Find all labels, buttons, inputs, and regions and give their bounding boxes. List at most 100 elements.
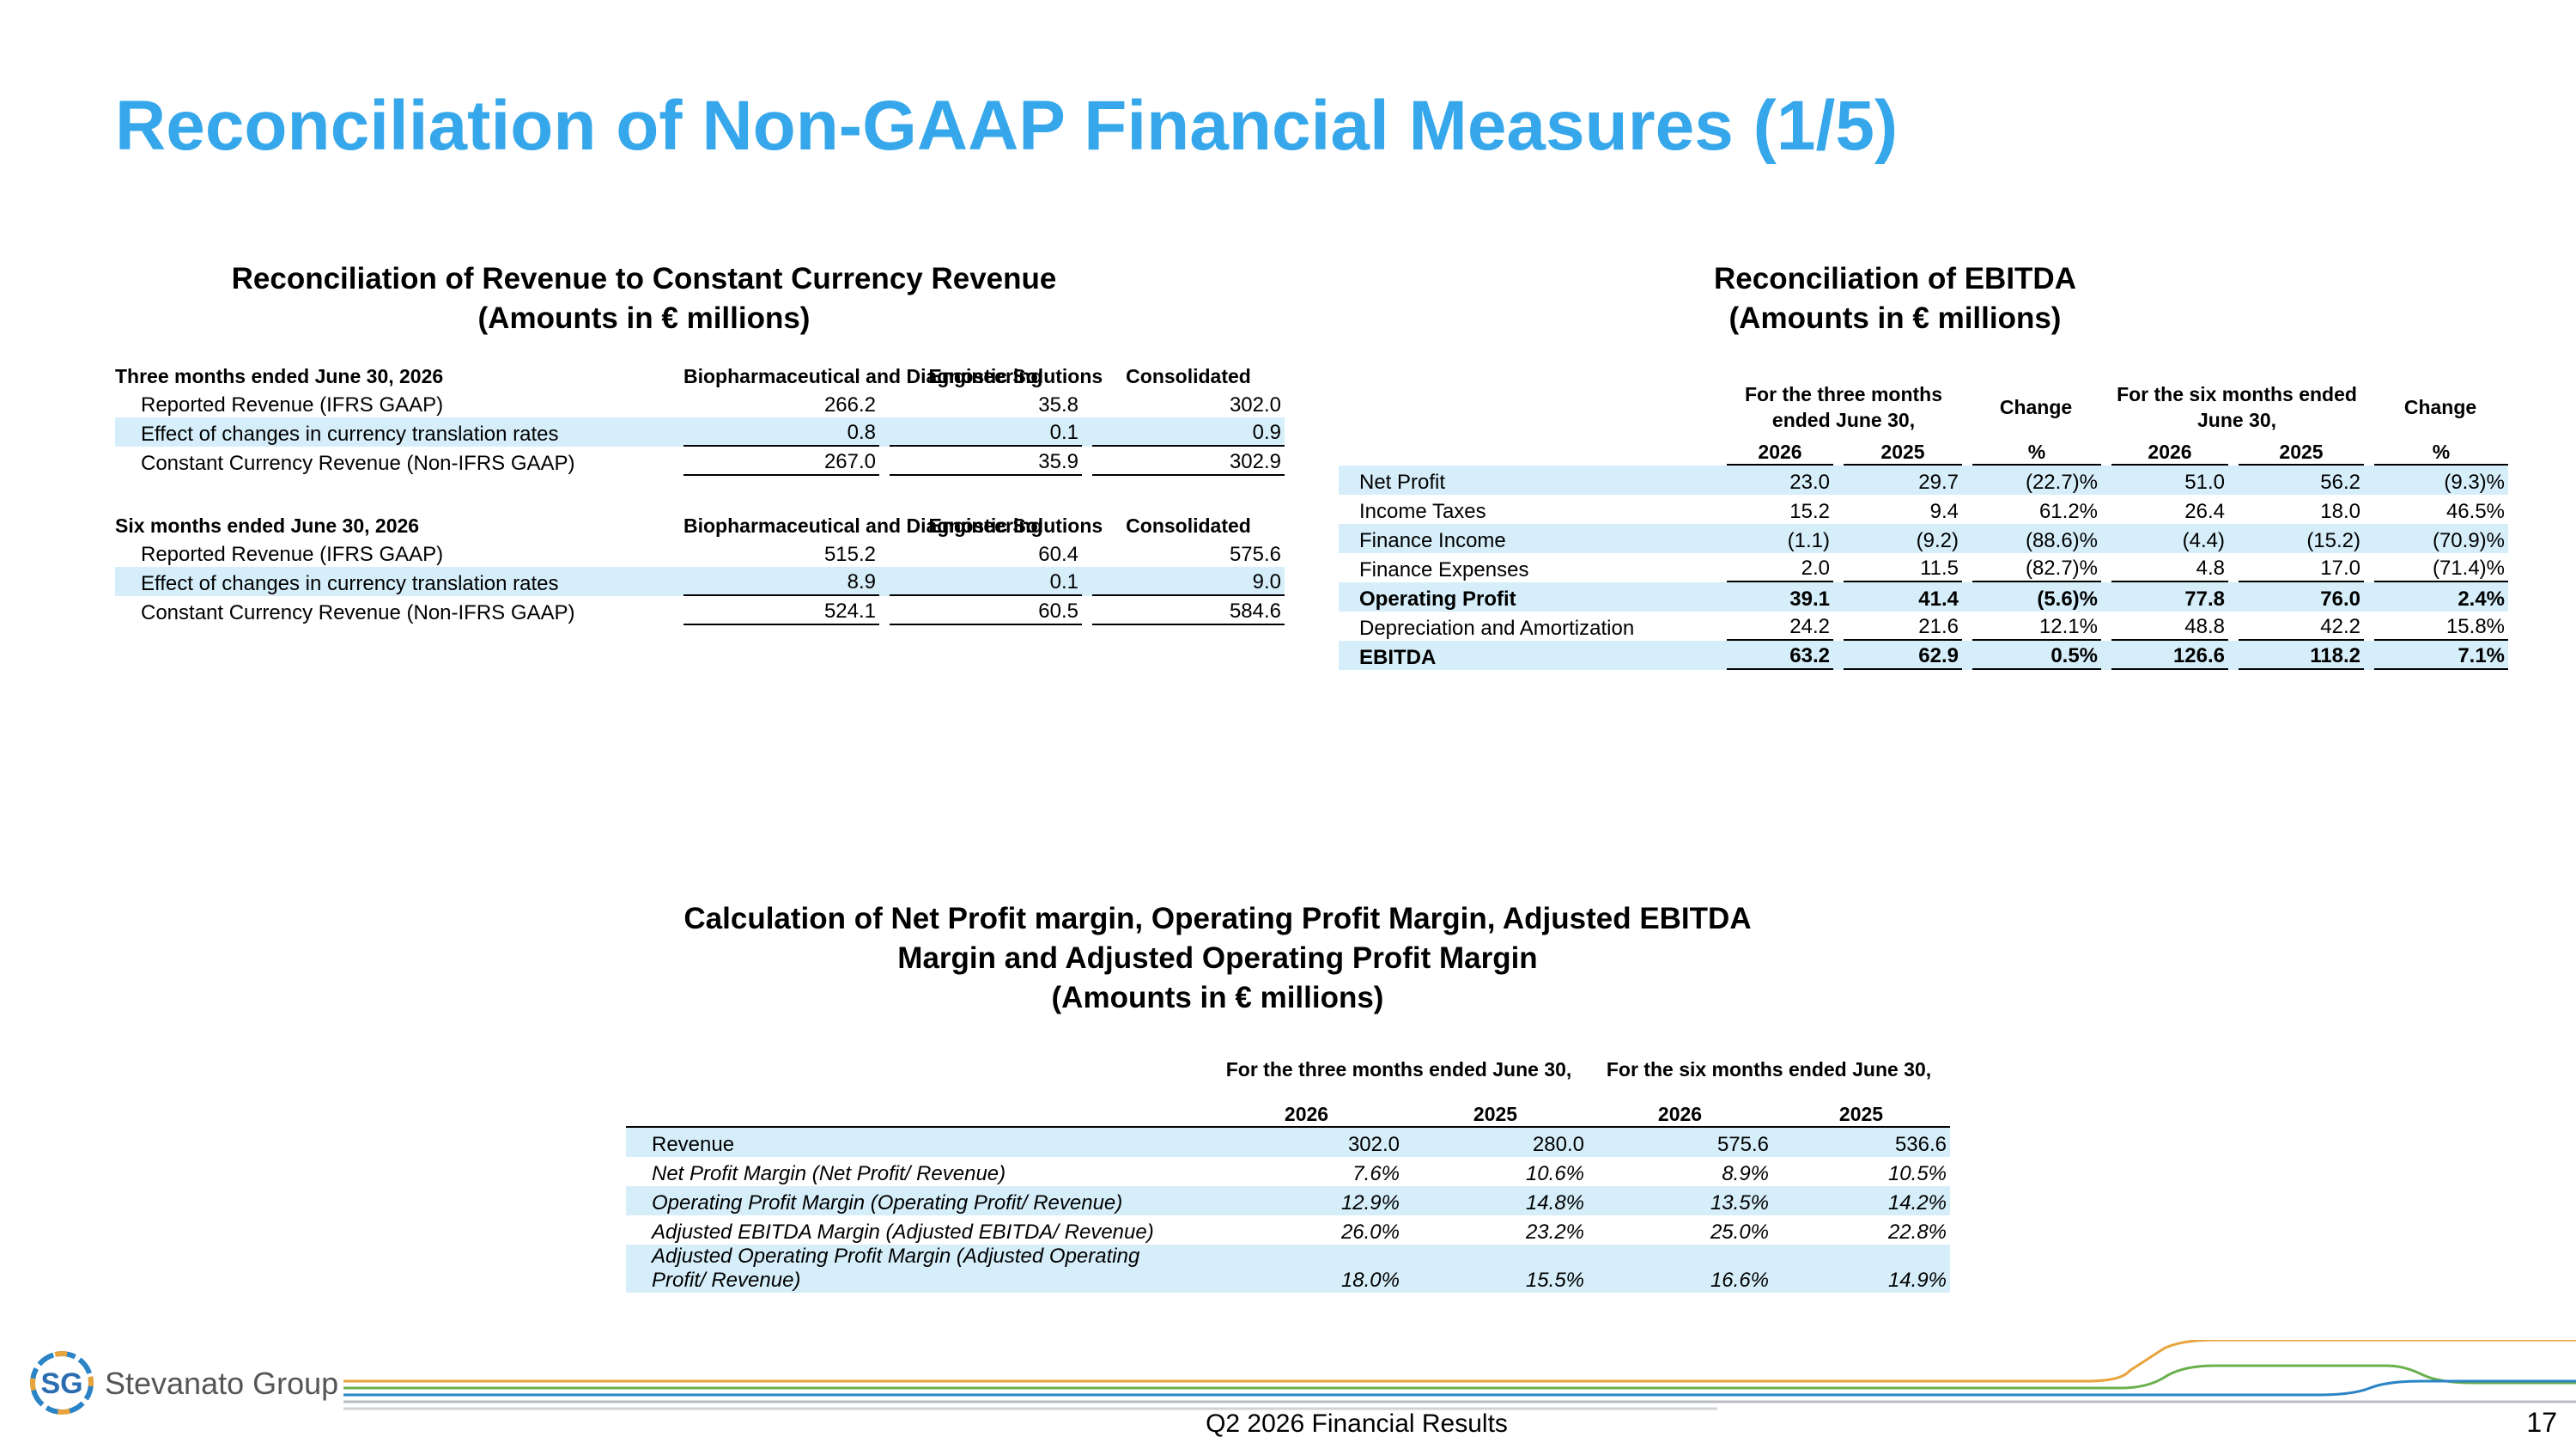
value: 118.2 — [2239, 644, 2365, 670]
ebitda-table-wrap: For the three months ended June 30, Chang… — [1339, 378, 2509, 670]
row-label: Constant Currency Revenue (Non-IFRS GAAP… — [141, 452, 575, 475]
row: Effect of changes in currency translatio… — [115, 567, 1285, 596]
column-group: Change — [2403, 396, 2477, 418]
column-header: 2026 — [2101, 436, 2229, 466]
row: EBITDA 63.2 62.9 0.5% 126.6 118.2 7.1% — [1339, 641, 2509, 670]
row: Operating Profit 39.1 41.4 (5.6)% 77.8 76.0 2.… — [1339, 582, 2509, 612]
value-cell: 11.5 — [1833, 553, 1963, 582]
value: 302.0 — [1347, 1133, 1400, 1156]
value-cell: 4.8 — [2101, 553, 2229, 582]
value-cell: 126.6 — [2101, 641, 2229, 670]
value: 16.6% — [1710, 1269, 1770, 1292]
value-cell: 16.6% — [1588, 1245, 1773, 1293]
value-cell: 10.5% — [1772, 1157, 1950, 1186]
value: (22.7)% — [2025, 471, 2099, 494]
row: Effect of changes in currency translatio… — [115, 417, 1285, 447]
value-cell: 62.9 — [1833, 641, 1963, 670]
row: Revenue 302.0 280.0 575.6 536.6 — [626, 1128, 1951, 1157]
value-cell: 0.1 — [879, 567, 1082, 596]
column-header: 2026 — [1588, 1097, 1773, 1128]
value: 35.8 — [1038, 393, 1078, 417]
value-cell: 575.6 — [1588, 1128, 1773, 1157]
section-subtitle: (Amounts in € millions) — [1728, 301, 2062, 335]
value-cell: 26.4 — [2101, 495, 2228, 524]
value-cell: (22.7)% — [1962, 466, 2102, 495]
ebitda-table: For the three months ended June 30, Chang… — [1339, 378, 2509, 670]
value: 9.4 — [1929, 500, 1959, 523]
value: 4.8 — [2111, 557, 2229, 582]
value: 61.2% — [2038, 500, 2099, 523]
value-cell: 14.2% — [1772, 1186, 1951, 1215]
revenue-heading: Reconciliation of Revenue to Constant Cu… — [129, 259, 1159, 338]
ebitda-heading: Reconciliation of EBITDA (Amounts in € m… — [1552, 259, 2239, 338]
column-group: For the six months ended June 30, — [1606, 1058, 1932, 1081]
header-row: Six months ended June 30, 2026 Biopharmac… — [115, 508, 1285, 538]
value: 25.0% — [1710, 1221, 1770, 1244]
row: Reported Revenue (IFRS GAAP) 515.2 60.4 575… — [115, 538, 1285, 567]
row: Finance Expenses 2.0 11.5 (82.7)% 4.8 17.0 (71… — [1339, 553, 2509, 582]
value-cell: 13.5% — [1588, 1186, 1773, 1215]
row-label: Operating Profit — [1339, 582, 1716, 612]
column-header-text: 2025 — [2239, 441, 2365, 466]
row: Adjusted Operating Profit Margin (Adjust… — [626, 1245, 1951, 1293]
value-cell: 39.1 — [1716, 582, 1833, 612]
row-label: EBITDA — [1339, 641, 1716, 670]
value-cell: 302.9 — [1082, 447, 1285, 476]
column-header-text: 2025 — [1844, 441, 1963, 466]
value-cell: 12.9% — [1210, 1186, 1403, 1215]
value: 56.2 — [2320, 471, 2361, 494]
value: (88.6)% — [2025, 529, 2099, 552]
value-cell: 15.5% — [1403, 1245, 1589, 1293]
value: 0.5% — [1972, 644, 2102, 670]
value: 14.9% — [1887, 1269, 1947, 1292]
value-cell: 17.0 — [2228, 553, 2365, 582]
row: Net Profit 23.0 29.7 (22.7)% 51.0 56.2 (9.3)% — [1339, 466, 2509, 495]
value-cell: 29.7 — [1833, 466, 1963, 495]
value: 13.5% — [1710, 1191, 1770, 1215]
value-cell: 302.0 — [1082, 388, 1285, 417]
section-title: Calculation of Net Profit margin, Operat… — [683, 902, 1752, 975]
value: 302.0 — [1229, 393, 1281, 417]
value: 524.1 — [683, 600, 879, 625]
column-header-text: Engineering — [928, 365, 1043, 387]
value: 7.1% — [2374, 644, 2509, 670]
group-row: For the three months ended June 30, For t… — [626, 1042, 1950, 1097]
row-label: Finance Income — [1339, 524, 1716, 553]
section-title: Reconciliation of Revenue to Constant Cu… — [231, 262, 1057, 295]
value-cell: 41.4 — [1833, 582, 1963, 612]
value: 48.8 — [2111, 615, 2229, 641]
row-label: Revenue — [626, 1128, 1210, 1157]
value-cell: (71.4)% — [2364, 553, 2509, 582]
column-header: 2025 — [1833, 436, 1963, 466]
value-cell: 280.0 — [1403, 1128, 1589, 1157]
value-cell: 2.4% — [2364, 582, 2509, 612]
value: 280.0 — [1532, 1133, 1585, 1156]
value-cell: 7.1% — [2364, 641, 2509, 670]
row-label: Income Taxes — [1359, 500, 1486, 523]
column-header: Engineering — [879, 508, 1082, 538]
value: 18.0% — [1340, 1269, 1400, 1292]
value: 0.1 — [890, 421, 1082, 447]
value-cell: 60.4 — [879, 538, 1082, 567]
value: 60.5 — [890, 600, 1082, 625]
value: 2.0 — [1727, 557, 1833, 582]
value: 575.6 — [1229, 543, 1281, 566]
value-cell: 0.8 — [673, 417, 879, 447]
value: 60.4 — [1038, 543, 1078, 566]
value: (82.7)% — [1972, 557, 2102, 582]
value: 21.6 — [1844, 615, 1963, 641]
value-cell: (9.2) — [1833, 524, 1963, 553]
column-header: 2025 — [1403, 1097, 1589, 1128]
group-row: For the three months ended June 30, Chang… — [1339, 378, 2508, 436]
value-cell: 524.1 — [673, 596, 879, 625]
header-row: Three months ended June 30, 2026 Biopharm… — [115, 359, 1285, 388]
value-cell: 266.2 — [673, 388, 879, 417]
logo-mark: SG — [40, 1367, 82, 1400]
value-cell: (15.2) — [2228, 524, 2365, 553]
header-row: 2026 2025 2026 2025 — [626, 1097, 1951, 1128]
row-label: Operating Profit Margin (Operating Profi… — [626, 1186, 1210, 1215]
column-header: 2025 — [2228, 436, 2365, 466]
value-cell: 23.0 — [1716, 466, 1833, 495]
value-cell: 48.8 — [2101, 612, 2229, 641]
